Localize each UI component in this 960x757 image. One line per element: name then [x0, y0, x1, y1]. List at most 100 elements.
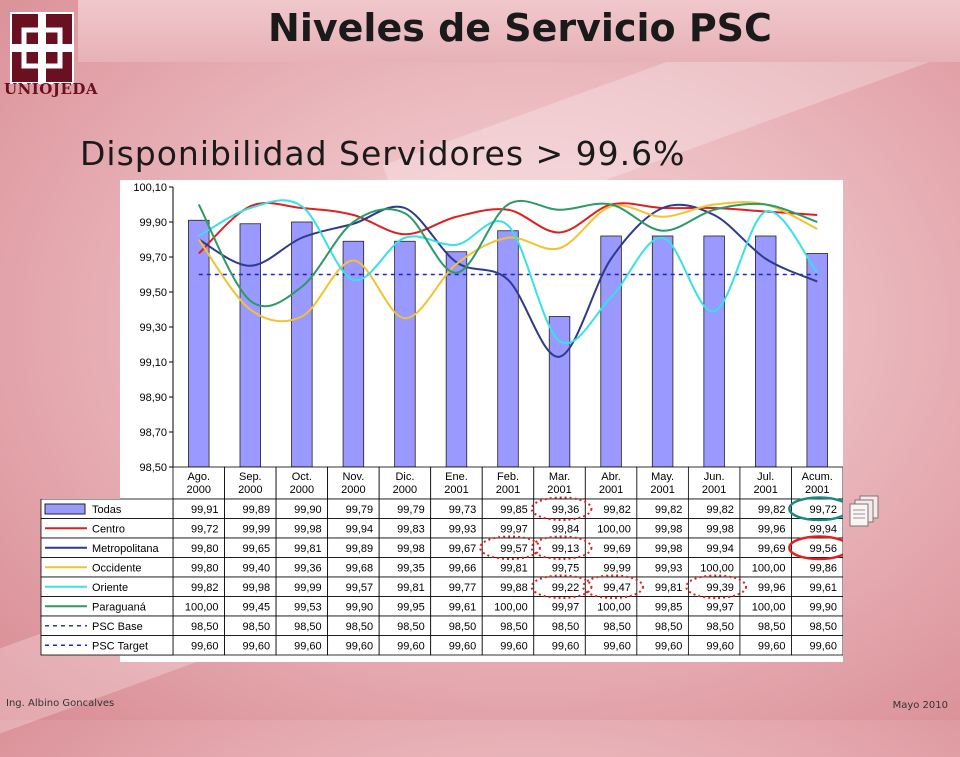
table-value: 99,96 — [758, 582, 786, 594]
table-value: 99,60 — [191, 641, 219, 653]
line-paraguan- — [197, 199, 818, 308]
highlight-ellipse — [685, 574, 748, 600]
table-value: 99,13 — [552, 543, 580, 555]
table-value: 100,00 — [700, 563, 734, 575]
table-value: 99,82 — [706, 504, 734, 516]
chart-panel: 100,10 99,90 99,70 99,50 99,30 99,10 98,90 98,7… — [120, 180, 843, 662]
table-value: 98,50 — [655, 621, 683, 633]
table-value: 98,50 — [397, 621, 425, 633]
table-value: 99,75 — [552, 563, 580, 575]
header-cell — [636, 466, 689, 500]
legend-label: Metropolitana — [92, 543, 160, 555]
bar-todas — [291, 221, 313, 468]
category-year-label: 2000 — [393, 484, 417, 496]
table-value: 98,50 — [449, 621, 477, 633]
legend-key-todas — [44, 503, 86, 515]
bar-todas — [651, 235, 674, 468]
legend-label: Paraguaná — [92, 602, 147, 614]
table-value: 99,95 — [397, 602, 425, 614]
y-tick-label: 98,50 — [139, 462, 167, 474]
category-year-label: 2001 — [496, 484, 520, 496]
table-value: 99,22 — [552, 582, 580, 594]
table-value: 100,00 — [752, 602, 786, 614]
highlight-ellipse — [582, 574, 644, 600]
highlight-ellipse — [788, 496, 843, 522]
header-cell — [378, 466, 432, 500]
table-value: 99,81 — [294, 543, 322, 555]
table-value: 99,77 — [449, 582, 477, 594]
copy-pages-icon — [849, 495, 879, 527]
table-value: 100,00 — [597, 602, 631, 614]
category-year-label: 2001 — [444, 484, 468, 496]
table-value: 99,99 — [243, 524, 271, 536]
table-value: 99,47 — [603, 582, 631, 594]
category-year-label: 2001 — [805, 484, 829, 496]
table-value: 99,85 — [500, 504, 528, 516]
table-value: 99,60 — [655, 641, 683, 653]
table-value: 99,88 — [500, 582, 528, 594]
bar-todas — [188, 219, 210, 468]
table-value: 99,90 — [346, 602, 374, 614]
table-value: 99,98 — [294, 524, 322, 536]
table-value: 99,56 — [809, 543, 837, 555]
logo-text: UNIOJEDA — [4, 80, 99, 98]
footer-date: Mayo 2010 — [892, 700, 948, 711]
table-value: 99,60 — [809, 641, 837, 653]
chart: 100,10 99,90 99,70 99,50 99,30 99,10 98,90 98,7… — [120, 182, 843, 656]
table-value: 99,60 — [603, 641, 631, 653]
category-label: Dic. — [395, 471, 414, 483]
table-value: 99,53 — [294, 602, 322, 614]
table-value: 99,84 — [552, 524, 580, 536]
table-value: 99,60 — [758, 641, 786, 653]
legend-label: Todas — [92, 504, 122, 516]
y-tick-label: 100,10 — [133, 182, 167, 194]
y-tick-label: 99,50 — [139, 287, 167, 299]
category-year-label: 2001 — [599, 484, 623, 496]
bar-todas — [703, 235, 725, 468]
legend-label: Occidente — [92, 563, 142, 575]
page-subtitle: Disponibilidad Servidores > 99.6% — [80, 134, 686, 173]
table-value: 99,60 — [500, 641, 528, 653]
legend-row — [40, 635, 174, 656]
table-value: 99,98 — [243, 582, 271, 594]
table-value: 99,83 — [397, 524, 425, 536]
line-centro — [198, 202, 818, 255]
table-value: 99,60 — [552, 641, 580, 653]
series-legend: Todas Centro Metropolitana Occidente Oriente… — [40, 499, 174, 656]
y-tick-label: 98,70 — [139, 427, 167, 439]
table-value: 98,50 — [758, 621, 786, 633]
category-label: Jul. — [757, 471, 774, 483]
legend-label: Centro — [92, 524, 125, 536]
table-value: 99,60 — [397, 641, 425, 653]
category-label: Acum. — [802, 471, 833, 483]
table-value: 99,98 — [655, 543, 683, 555]
header-cell — [430, 466, 483, 500]
table-value: 99,80 — [191, 563, 219, 575]
table-value: 99,68 — [346, 563, 374, 575]
table-value: 99,94 — [346, 524, 374, 536]
table-value: 98,50 — [552, 621, 580, 633]
table-value: 99,79 — [346, 504, 374, 516]
header-cell — [275, 466, 329, 500]
table-value: 99,60 — [449, 641, 477, 653]
table-value: 99,66 — [449, 563, 477, 575]
table-value: 99,69 — [603, 543, 631, 555]
bar-todas — [394, 240, 416, 468]
table-value: 99,98 — [706, 524, 734, 536]
table-value: 99,60 — [294, 641, 322, 653]
table-value: 99,81 — [397, 582, 425, 594]
table-value: 99,40 — [243, 563, 271, 575]
bar-todas — [806, 253, 828, 468]
y-tick-label: 99,10 — [139, 357, 167, 369]
highlight-ellipse — [530, 496, 593, 522]
category-label: Sep. — [239, 471, 262, 483]
table-value: 99,90 — [809, 602, 837, 614]
category-label: May. — [651, 471, 674, 483]
table-value: 99,97 — [706, 602, 734, 614]
table-value: 99,82 — [655, 504, 683, 516]
table-value: 99,36 — [552, 504, 580, 516]
table-value: 99,61 — [809, 582, 837, 594]
table-value: 99,93 — [655, 563, 683, 575]
highlight-ellipse — [530, 574, 593, 600]
category-label: Mar. — [549, 471, 570, 483]
